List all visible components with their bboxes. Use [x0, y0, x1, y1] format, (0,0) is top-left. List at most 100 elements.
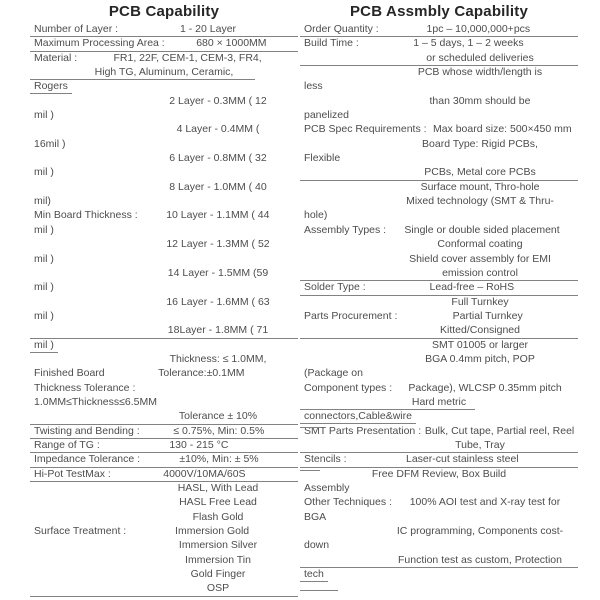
row-value: Package), WLCSP 0.35mm pitch: [408, 381, 562, 394]
row-value: HASL Free Lead: [179, 496, 257, 509]
row-value: Max board size: 500×450 mm: [432, 123, 572, 136]
row-label: Range of TG :: [34, 438, 100, 451]
row-label: panelized: [304, 109, 349, 122]
table-row: tech: [300, 568, 578, 583]
row-value: Lead-free – RoHS: [429, 281, 515, 294]
table-title: PCB Capability: [108, 3, 220, 20]
row-label: 16mil ): [34, 137, 66, 150]
row-label: Order Quantity :: [304, 23, 379, 35]
row-value: Single or double sided placement: [404, 223, 560, 236]
table-row: panelized: [300, 109, 578, 123]
row-value: Surface mount, Thro-hole: [420, 180, 540, 193]
row-value: 2 Layer - 0.3MM ( 12: [169, 94, 267, 107]
row-label: Impedance Tolerance :: [34, 453, 141, 466]
row-value: Tolerance:±0.1MM: [158, 367, 245, 380]
table-row: mil ): [30, 224, 298, 238]
row-value: 1 – 5 days, 1 – 2 weeks: [413, 37, 524, 50]
row-value: OSP: [206, 582, 230, 595]
row-label: Assembly Types :: [304, 223, 387, 236]
table-row: down: [300, 539, 578, 553]
row-value: 4000V/10MA/60S: [163, 467, 246, 480]
table-row: Maximum Processing Area : 680 × 1000MM: [30, 37, 298, 52]
row-label: Min Board Thickness :: [34, 209, 138, 222]
table-row: Thickness: ≤ 1.0MM,: [30, 353, 298, 367]
table-row: Full Turnkey: [300, 296, 578, 310]
table-row: Surface Treatment : Immersion Gold: [30, 525, 298, 539]
row-value: 1 - 20 Layer: [180, 23, 237, 35]
row-label: Material :: [34, 51, 78, 64]
row-label: Finished Board: [34, 367, 105, 380]
row-value: IC programming, Components cost-: [396, 525, 564, 538]
row-value: Partial Turnkey: [452, 309, 523, 322]
row-value: 100% AOI test and X-ray test for: [409, 496, 561, 509]
table-row: Assembly Types : Single or double sided p…: [300, 224, 578, 238]
table-row: Number of Layer : 1 - 20 Layer: [30, 23, 298, 38]
row-value: Shield cover assembly for EMI: [409, 252, 551, 265]
row-label: mil ): [30, 339, 58, 353]
row-label: mil ): [34, 252, 54, 265]
row-label: (Package on: [304, 367, 363, 380]
row-label: Assembly: [304, 482, 350, 494]
table-row: 18Layer - 1.8MM ( 71: [30, 324, 298, 339]
table-row: Solder Type : Lead-free – RoHS: [300, 281, 578, 296]
table-row: Build Time : 1 – 5 days, 1 – 2 weeks: [300, 37, 578, 51]
table-row: Flash Gold: [30, 511, 298, 525]
table-row: mil ): [30, 253, 298, 267]
table-row: HASL, With Lead: [30, 482, 298, 496]
table-row: Kitted/Consigned: [300, 324, 578, 339]
row-label: hole): [304, 209, 328, 222]
table-row: Function test as custom, Protection: [300, 554, 578, 569]
row-value: Laser-cut stainless steel: [405, 453, 519, 466]
row-label: Solder Type :: [304, 281, 366, 294]
row-label: Flexible: [304, 152, 341, 165]
table-row: Conformal coating: [300, 238, 578, 252]
row-value: High TG, Aluminum, Ceramic,: [94, 66, 234, 79]
table-row: Gold Finger: [30, 568, 298, 582]
row-value: Board Type: Rigid PCBs,: [422, 137, 538, 150]
table-row: PCB Spec Requirements : Max board size: 5…: [300, 123, 578, 137]
row-value: Thickness: ≤ 1.0MM,: [169, 352, 267, 365]
table-row: SMT Parts Presentation : Bulk, Cut tape, …: [300, 425, 578, 439]
row-value: 6 Layer - 0.8MM ( 32: [169, 152, 267, 165]
row-value: 130 - 215 °C: [169, 438, 229, 451]
row-value: 680 × 1000MM: [196, 37, 267, 50]
row-value: Tolerance ± 10%: [178, 410, 258, 423]
table-row: or scheduled deliveries: [300, 52, 578, 67]
table-row: hole): [300, 209, 578, 223]
row-value: Tube, Tray: [455, 438, 505, 451]
table-row: Tube, Tray: [300, 438, 578, 454]
table-row: [300, 582, 578, 596]
row-value: Mixed technology (SMT & Thru-: [406, 195, 554, 208]
row-label: Stencils :: [304, 453, 347, 466]
row-value: 18Layer - 1.8MM ( 71: [167, 324, 269, 337]
row-label: Hi-Pot TestMax :: [34, 467, 111, 480]
table-row: Component types : Package), WLCSP 0.35mm …: [300, 382, 578, 396]
row-value: Kitted/Consigned: [440, 324, 520, 337]
table-row: Immersion Tin: [30, 554, 298, 568]
table-row: Free DFM Review, Box Build: [300, 468, 578, 482]
table-row: Twisting and Bending : ≤ 0.75%, Min: 0.5%: [30, 425, 298, 439]
table-row: Surface mount, Thro-hole: [300, 181, 578, 195]
row-label: connectors,Cable&wire: [300, 410, 416, 425]
table-row: mil ): [30, 109, 298, 123]
row-value: Free DFM Review, Box Build: [371, 467, 507, 480]
table-row: Tolerance ± 10%: [30, 410, 298, 425]
row-value: emission control: [442, 266, 518, 279]
table-row: Thickness Tolerance :: [30, 382, 298, 396]
table-row: BGA: [300, 511, 578, 525]
row-label: 1.0MM≤Thickness≤6.5MM: [34, 395, 157, 408]
row-value: PCB whose width/length is: [417, 66, 543, 79]
underline-tick: [300, 426, 320, 428]
table-row: connectors,Cable&wire: [300, 410, 578, 425]
table-row: 2 Layer - 0.3MM ( 12: [30, 95, 298, 109]
table-row: Min Board Thickness : 10 Layer - 1.1MM ( …: [30, 209, 298, 223]
table-row: 14 Layer - 1.5MM (59: [30, 267, 298, 281]
row-label: Parts Procurement :: [304, 309, 398, 322]
row-value: ±10%, Min: ± 5%: [179, 453, 259, 466]
table-row: mil ): [30, 281, 298, 295]
row-label: tech: [300, 568, 328, 583]
table-row: 16mil ): [30, 138, 298, 152]
table-row: Rogers: [30, 80, 298, 95]
row-value: 16 Layer - 1.6MM ( 63: [166, 295, 270, 308]
